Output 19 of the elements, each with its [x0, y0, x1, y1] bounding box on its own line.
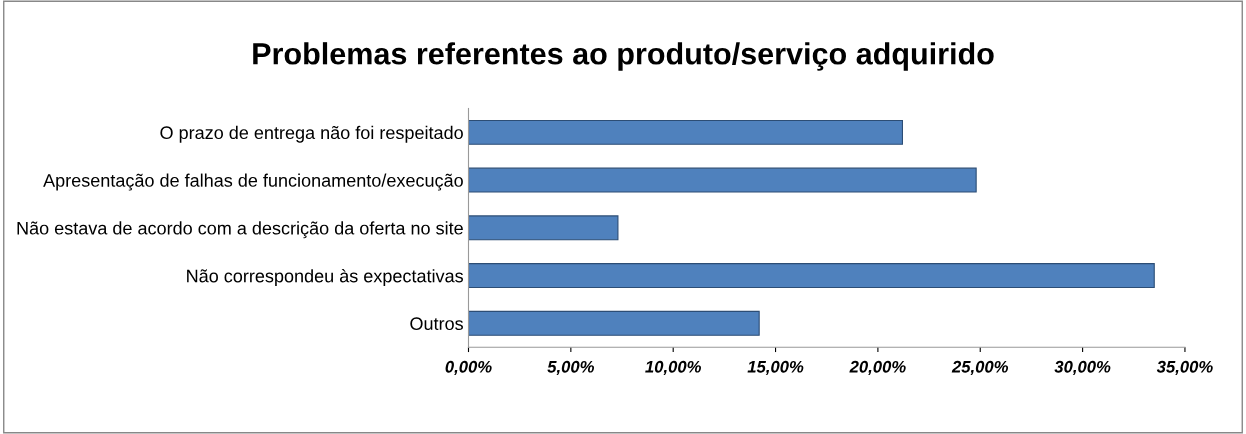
x-tick-label: 0,00% [445, 360, 492, 376]
y-tick-label: Apresentação de falhas de funcionamento/execução [43, 173, 463, 191]
bar [468, 167, 977, 193]
chart-title: Problemas referentes ao produto/serviço adquirido [253, 42, 994, 71]
bar [468, 310, 760, 336]
y-tick-label: Não estava de acordo com a descrição da oferta no site [17, 221, 463, 239]
x-tick-label: 35,00% [1156, 360, 1213, 376]
bar [468, 119, 904, 145]
x-tick-label: 5,00% [547, 360, 595, 376]
bar [468, 263, 1155, 289]
y-tick-label: O prazo de entrega não foi respeitado [160, 125, 463, 143]
x-tick-label: 15,00% [747, 360, 804, 376]
x-tick-label: 25,00% [951, 360, 1009, 376]
x-tick-label: 10,00% [645, 360, 701, 376]
x-tick-label: 20,00% [849, 360, 906, 376]
x-tick-label: 30,00% [1054, 360, 1111, 376]
y-tick-label: Outros [410, 317, 463, 331]
y-tick-label: Não correspondeu às expectativas [187, 268, 463, 286]
bar [468, 215, 619, 241]
